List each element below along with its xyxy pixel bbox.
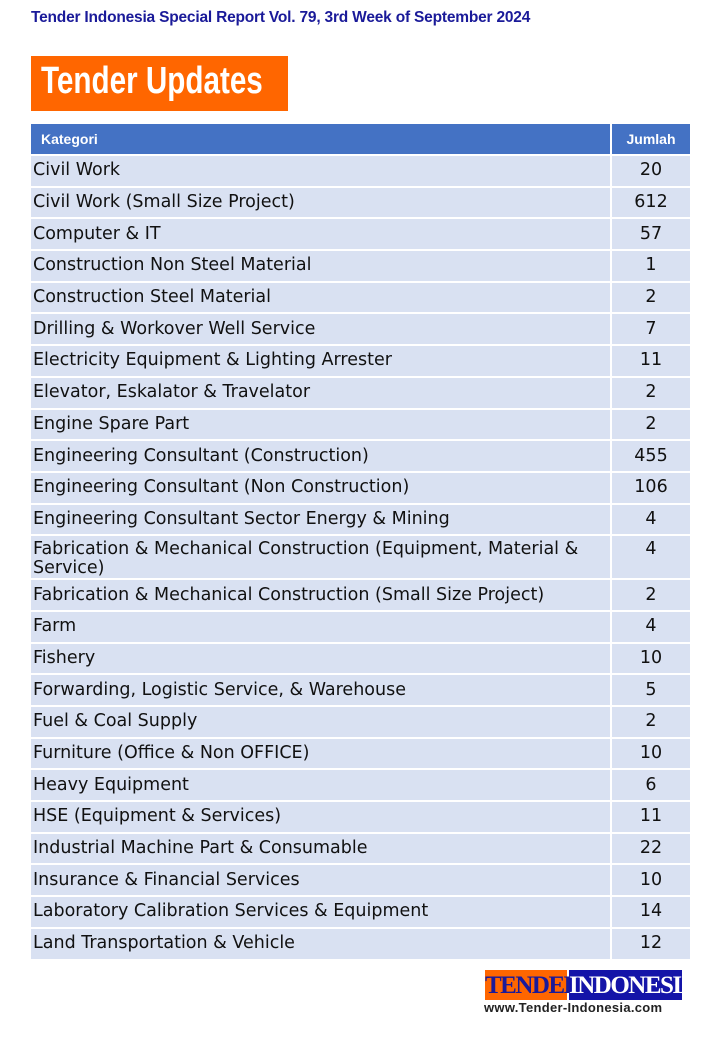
table-row: Fabrication & Mechanical Construction (S… bbox=[31, 578, 690, 611]
tender-table: Kategori Jumlah Civil Work 20 Civil Work (… bbox=[31, 124, 690, 959]
count-cell: 2 bbox=[611, 705, 690, 738]
table-row: Civil Work 20 bbox=[31, 154, 690, 187]
table-row: Civil Work (Small Size Project) 612 bbox=[31, 185, 690, 219]
header-jumlah: Jumlah bbox=[611, 124, 690, 155]
table-row: Engineering Consultant (Non Construction… bbox=[31, 470, 690, 504]
category-cell: Fishery bbox=[31, 641, 612, 675]
category-cell: Industrial Machine Part & Consumable bbox=[31, 831, 612, 865]
count-cell: 22 bbox=[611, 831, 690, 865]
count-cell: 4 bbox=[611, 534, 690, 580]
table-row: Engineering Consultant Sector Energy & M… bbox=[31, 502, 690, 536]
count-cell: 4 bbox=[611, 502, 690, 536]
category-cell: Engineering Consultant (Non Construction… bbox=[31, 470, 612, 504]
table-row: Electricity Equipment & Lighting Arreste… bbox=[31, 344, 690, 377]
table-row: Engine Spare Part 2 bbox=[31, 407, 690, 441]
category-cell: Construction Steel Material bbox=[31, 280, 612, 314]
category-cell: Fuel & Coal Supply bbox=[31, 705, 612, 738]
count-cell: 14 bbox=[611, 895, 690, 928]
category-cell: Elevator, Eskalator & Travelator bbox=[31, 375, 612, 409]
logo-tender: TENDER bbox=[485, 970, 582, 1000]
table-row: Insurance & Financial Services 10 bbox=[31, 863, 690, 897]
count-cell: 6 bbox=[611, 768, 690, 802]
table-row: Drilling & Workover Well Service 7 bbox=[31, 312, 690, 346]
header-kategori: Kategori bbox=[31, 124, 612, 155]
count-cell: 7 bbox=[611, 312, 690, 346]
count-cell: 106 bbox=[611, 470, 690, 504]
count-cell: 2 bbox=[611, 375, 690, 409]
category-cell: Civil Work bbox=[31, 154, 612, 187]
category-cell: Fabrication & Mechanical Construction (E… bbox=[31, 534, 612, 580]
table-row: Fishery 10 bbox=[31, 641, 690, 675]
table-row: Industrial Machine Part & Consumable 22 bbox=[31, 831, 690, 865]
table-row: Fuel & Coal Supply 2 bbox=[31, 705, 690, 738]
category-cell: Computer & IT bbox=[31, 217, 612, 251]
table-row: Construction Steel Material 2 bbox=[31, 280, 690, 314]
tender-indonesia-logo: TENDER INDONESIA bbox=[485, 970, 699, 1000]
count-cell: 57 bbox=[611, 217, 690, 251]
category-cell: Drilling & Workover Well Service bbox=[31, 312, 612, 346]
table-header: Kategori Jumlah bbox=[31, 124, 690, 155]
count-cell: 5 bbox=[611, 673, 690, 706]
table-row: HSE (Equipment & Services) 11 bbox=[31, 800, 690, 833]
category-cell: Engineering Consultant Sector Energy & M… bbox=[31, 502, 612, 536]
table-row: Engineering Consultant (Construction) 455 bbox=[31, 439, 690, 472]
banner-text: Tender Updates bbox=[41, 60, 263, 102]
tender-updates-banner: Tender Updates bbox=[31, 56, 288, 111]
table-row: Forwarding, Logistic Service, & Warehous… bbox=[31, 673, 690, 706]
count-cell: 4 bbox=[611, 609, 690, 643]
count-cell: 612 bbox=[611, 185, 690, 219]
table-row: Land Transportation & Vehicle 12 bbox=[31, 926, 690, 959]
category-cell: Land Transportation & Vehicle bbox=[31, 926, 612, 959]
count-cell: 2 bbox=[611, 280, 690, 314]
website-url: www.Tender-Indonesia.com bbox=[484, 1000, 663, 1015]
category-cell: Construction Non Steel Material bbox=[31, 249, 612, 282]
count-cell: 12 bbox=[611, 926, 690, 959]
count-cell: 20 bbox=[611, 154, 690, 187]
logo-indonesia: INDONESIA bbox=[569, 970, 699, 1000]
category-cell: Engine Spare Part bbox=[31, 407, 612, 441]
count-cell: 1 bbox=[611, 249, 690, 282]
category-cell: Laboratory Calibration Services & Equipm… bbox=[31, 895, 612, 928]
count-cell: 10 bbox=[611, 736, 690, 770]
category-cell: Insurance & Financial Services bbox=[31, 863, 612, 897]
category-cell: Electricity Equipment & Lighting Arreste… bbox=[31, 344, 612, 377]
category-cell: Heavy Equipment bbox=[31, 768, 612, 802]
count-cell: 11 bbox=[611, 344, 690, 377]
category-cell: Civil Work (Small Size Project) bbox=[31, 185, 612, 219]
category-cell: Furniture (Office & Non OFFICE) bbox=[31, 736, 612, 770]
table-row: Heavy Equipment 6 bbox=[31, 768, 690, 802]
table-row: Fabrication & Mechanical Construction (E… bbox=[31, 534, 690, 580]
count-cell: 10 bbox=[611, 641, 690, 675]
category-cell: Forwarding, Logistic Service, & Warehous… bbox=[31, 673, 612, 706]
category-cell: HSE (Equipment & Services) bbox=[31, 800, 612, 833]
table-row: Laboratory Calibration Services & Equipm… bbox=[31, 895, 690, 928]
count-cell: 10 bbox=[611, 863, 690, 897]
count-cell: 2 bbox=[611, 578, 690, 611]
category-cell: Farm bbox=[31, 609, 612, 643]
table-row: Elevator, Eskalator & Travelator 2 bbox=[31, 375, 690, 409]
count-cell: 11 bbox=[611, 800, 690, 833]
category-cell: Fabrication & Mechanical Construction (S… bbox=[31, 578, 612, 611]
category-cell: Engineering Consultant (Construction) bbox=[31, 439, 612, 472]
table-row: Construction Non Steel Material 1 bbox=[31, 249, 690, 282]
table-row: Furniture (Office & Non OFFICE) 10 bbox=[31, 736, 690, 770]
count-cell: 455 bbox=[611, 439, 690, 472]
table-row: Farm 4 bbox=[31, 609, 690, 643]
table-row: Computer & IT 57 bbox=[31, 217, 690, 251]
report-title: Tender Indonesia Special Report Vol. 79,… bbox=[31, 9, 531, 26]
count-cell: 2 bbox=[611, 407, 690, 441]
